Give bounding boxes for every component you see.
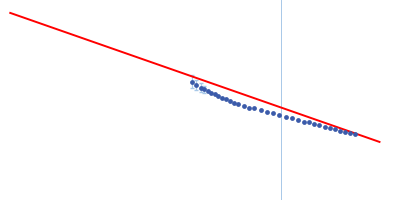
Point xyxy=(311,123,318,126)
Point xyxy=(189,80,196,83)
Point xyxy=(301,120,307,123)
Point xyxy=(231,101,237,104)
Point xyxy=(204,89,211,92)
Point xyxy=(219,96,225,99)
Point xyxy=(235,103,242,106)
Point xyxy=(246,106,252,109)
Point xyxy=(342,130,348,133)
Point xyxy=(326,126,333,129)
Point xyxy=(322,125,328,128)
Point xyxy=(295,118,302,122)
Point xyxy=(283,115,289,118)
Point xyxy=(337,129,343,132)
Point xyxy=(332,128,338,131)
Point xyxy=(240,104,247,107)
Point xyxy=(201,88,207,91)
Point xyxy=(289,117,296,120)
Point xyxy=(197,86,204,89)
Point xyxy=(215,94,222,97)
Point xyxy=(347,132,354,135)
Point xyxy=(316,123,323,127)
Point xyxy=(270,112,276,115)
Point xyxy=(222,98,229,101)
Point xyxy=(251,107,258,110)
Point xyxy=(276,113,283,117)
Point xyxy=(193,83,200,87)
Point xyxy=(226,99,233,102)
Point xyxy=(212,93,218,96)
Point xyxy=(257,108,264,112)
Point xyxy=(264,110,270,113)
Point xyxy=(208,91,214,94)
Point xyxy=(306,121,312,124)
Point xyxy=(352,133,358,136)
